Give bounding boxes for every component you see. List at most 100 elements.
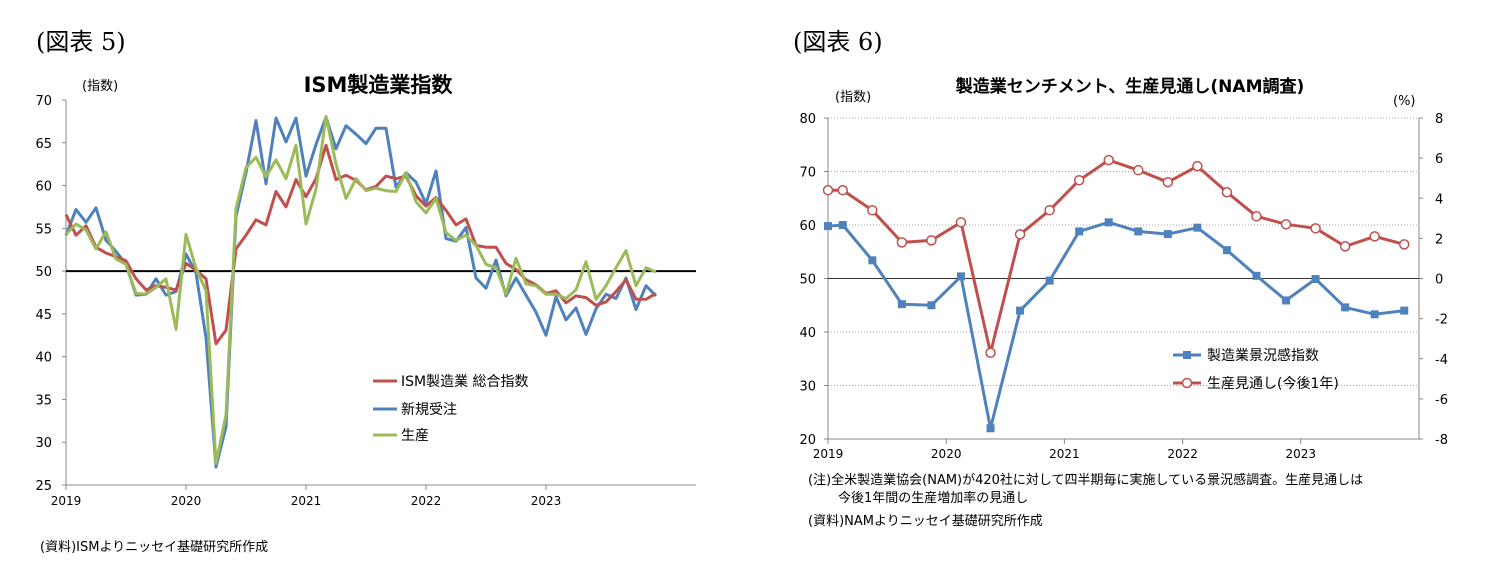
y2-tick-label: -8 [1435, 433, 1448, 448]
y2-axis-label: (%) [1393, 94, 1416, 109]
data-point [1133, 164, 1144, 176]
data-point [1311, 275, 1320, 284]
nam-chart: 20 30 40 50 60 70 80 -8 -6 -4 -2 0 2 4 6 8 2019 2020 2021 2… [799, 76, 1448, 461]
y2-tick-label: 8 [1435, 112, 1443, 127]
y-axis-label: (指数) [835, 90, 871, 105]
legend-label: 製造業景況感指数 [1207, 347, 1319, 364]
y2-tick-label: -4 [1435, 353, 1448, 368]
y-tick-label: 25 [35, 479, 52, 494]
y-tick-label: 70 [799, 166, 816, 181]
x-tick-label: 2021 [291, 494, 322, 508]
data-point [1193, 223, 1202, 232]
data-point [1221, 186, 1233, 198]
data-point [868, 256, 877, 265]
data-point [1398, 239, 1410, 250]
series-line-2 [64, 115, 658, 469]
data-point [1192, 160, 1203, 172]
x-tick-label: 2023 [1286, 447, 1317, 461]
legend-label: 新規受注 [401, 402, 457, 418]
figure-6-note: (注)全米製造業協会(NAM)が420社に対して四半期毎に実施している景況感調査… [808, 473, 1364, 488]
series-line-2 [828, 158, 1405, 355]
y-tick-label: 70 [35, 94, 52, 109]
data-point [1073, 174, 1085, 186]
y2-tick-label: -6 [1435, 393, 1448, 408]
y2-tick-label: -2 [1435, 313, 1448, 328]
legend-marker [1181, 377, 1193, 389]
data-point [1341, 303, 1350, 312]
y-tick-label: 20 [799, 433, 816, 448]
y-tick-label: 45 [35, 308, 52, 323]
data-point [838, 221, 847, 229]
data-point [1370, 310, 1379, 319]
y-tick-label: 40 [35, 351, 52, 366]
data-point [1045, 276, 1054, 285]
data-point [1016, 306, 1025, 315]
y-tick-label: 80 [799, 112, 816, 127]
data-point [955, 217, 967, 228]
y-tick-label: 60 [35, 180, 52, 195]
data-point [956, 272, 965, 281]
data-point [1044, 205, 1055, 216]
y2-tick-label: 6 [1435, 152, 1443, 167]
legend-label: 生産見通し(今後1年) [1207, 376, 1339, 392]
data-point [1400, 306, 1409, 315]
data-point [1339, 241, 1351, 252]
data-point [1103, 154, 1114, 166]
data-point [1252, 271, 1261, 280]
ism-chart: 25 30 35 40 45 50 55 60 65 70 2019 2020 2021 2022 2023… [35, 73, 696, 508]
data-point [1251, 211, 1262, 222]
data-point [1162, 176, 1174, 188]
figure-6-note-continued: 今後1年間の生産増加率の見通し [838, 491, 1029, 506]
data-point [1282, 296, 1291, 305]
data-point [985, 347, 996, 358]
y-axis-label: (指数) [82, 79, 118, 94]
data-point [1134, 227, 1143, 236]
legend-marker [1183, 351, 1191, 359]
data-point [1369, 231, 1380, 242]
data-point [1104, 218, 1113, 227]
data-point [927, 301, 936, 310]
y-tick-label: 65 [35, 137, 52, 152]
y-tick-label: 40 [799, 326, 816, 341]
data-point [822, 184, 834, 196]
y2-tick-label: 4 [1435, 192, 1443, 207]
data-point [824, 222, 832, 231]
data-point [867, 205, 878, 216]
y-tick-label: 50 [35, 265, 52, 280]
chart-title: 製造業センチメント、生産見通し(NAM調査) [955, 76, 1305, 97]
series-line-1 [827, 220, 1405, 430]
data-point [986, 424, 995, 433]
x-tick-label: 2021 [1049, 447, 1080, 461]
data-point [1222, 246, 1231, 255]
y2-tick-label: 0 [1435, 273, 1443, 288]
legend-label: ISM製造業 総合指数 [401, 374, 529, 390]
figure-5-label: (図表 5) [36, 28, 126, 56]
y-tick-label: 35 [35, 393, 52, 408]
data-point [1310, 223, 1321, 234]
x-tick-label: 2019 [813, 447, 844, 461]
y2-tick-label: 2 [1435, 232, 1443, 247]
y-tick-label: 50 [799, 273, 816, 288]
chart-title: ISM製造業指数 [304, 73, 454, 97]
figure-6-label: (図表 6) [793, 28, 883, 56]
data-point [1163, 230, 1172, 239]
x-tick-label: 2022 [411, 494, 442, 508]
data-point [1014, 229, 1026, 240]
data-point [1075, 227, 1084, 236]
x-tick-label: 2022 [1167, 447, 1198, 461]
series-line-1 [64, 143, 657, 346]
figure-6-source: (資料)NAMよりニッセイ基礎研究所作成 [808, 514, 1043, 529]
data-point [897, 300, 906, 309]
x-tick-label: 2019 [51, 494, 82, 508]
data-point [837, 184, 849, 196]
figure-5-source: (資料)ISMよりニッセイ基礎研究所作成 [40, 540, 269, 555]
y-tick-label: 30 [35, 436, 52, 451]
x-tick-label: 2020 [931, 447, 962, 461]
data-point [1280, 219, 1292, 230]
y-tick-label: 55 [35, 222, 52, 237]
data-point [896, 237, 908, 248]
x-tick-label: 2020 [171, 494, 202, 508]
data-point [926, 235, 937, 246]
legend-label: 生産 [401, 428, 429, 444]
series-line-3 [64, 114, 657, 466]
